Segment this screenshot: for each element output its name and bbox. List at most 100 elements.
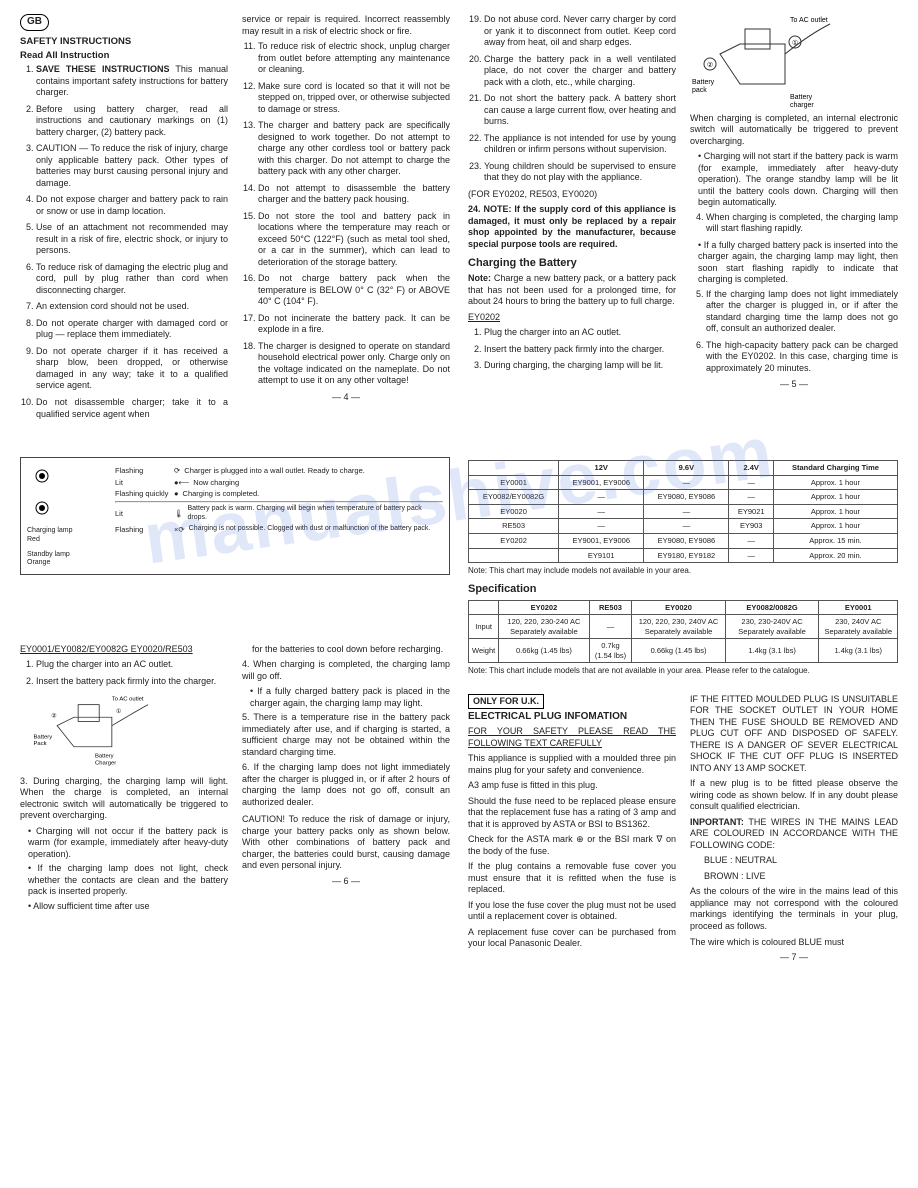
list-item: Do not short the battery pack. A battery… [484, 93, 676, 128]
dflash: Flashing [115, 466, 170, 476]
svg-text:Battery: Battery [95, 754, 114, 760]
list-item: To reduce risk of damaging the electric … [36, 262, 228, 297]
para: If the plug contains a removable fuse co… [468, 861, 676, 896]
cl: Charging lampRed [27, 527, 107, 545]
list-item: Plug the charger into an AC outlet. [36, 659, 228, 671]
p7-col2: IF THE FITTED MOULDED PLUG IS UNSUITABLE… [690, 694, 898, 964]
diag-right: Flashing ⟳ Charger is plugged into a wal… [115, 464, 443, 568]
p6c2-ul: If a fully charged battery pack is place… [242, 686, 450, 709]
page-num-4: — 4 — [242, 392, 450, 404]
charger-diagram2-icon: To AC outlet BatteryPack BatteryCharger … [20, 692, 170, 772]
list-item: Do not store the tool and battery pack i… [258, 211, 450, 269]
dlit: Lit [115, 478, 170, 488]
svg-text:Charger: Charger [95, 761, 116, 767]
p5-col1: Do not abuse cord. Never carry charger b… [468, 14, 676, 425]
p6c2-2: If a fully charged battery pack is place… [250, 686, 450, 709]
list-item: An extension cord should not be used. [36, 301, 228, 313]
spec-table: EY0202RE503EY0020EY0082/0082GEY0001Input… [468, 600, 898, 664]
p6-caution: CAUTION! To reduce the risk of damage or… [242, 814, 450, 872]
dd4: Battery pack is warm. Charging will begi… [188, 505, 444, 523]
para: This appliance is supplied with a moulde… [468, 753, 676, 776]
list-item: If the charging lamp does not light imme… [706, 289, 898, 335]
list-item: The high-capacity battery pack can be ch… [706, 340, 898, 375]
dd2: Now charging [193, 478, 239, 488]
para: A3 amp fuse is fitted in this plug. [468, 780, 676, 792]
p4-list1: SAVE THESE INSTRUCTIONS This manual cont… [20, 64, 228, 420]
list-item: Use of an attachment not recommended may… [36, 222, 228, 257]
list-item: Do not attempt to disassemble the batter… [258, 183, 450, 206]
list-item: Do not operate charger if it has receive… [36, 346, 228, 392]
list-item: During charging, the charging lamp will … [484, 360, 676, 372]
p6-diagram-wrap: Charging lampRed Standby lampOrange Flas… [20, 457, 450, 630]
list-item: If the charging lamp does not light, che… [28, 863, 228, 898]
svg-text:②: ② [51, 712, 56, 719]
p5-note24: 24. NOTE: If the supply cord of this app… [468, 204, 676, 250]
para: If a new plug is to be fitted please obs… [690, 778, 898, 813]
spec-heading: Specification [468, 582, 898, 596]
dlit2: Lit [115, 509, 170, 519]
para: If you lose the fuse cover the plug must… [468, 900, 676, 923]
list-item: Do not expose charger and battery pack t… [36, 194, 228, 217]
read-all: Read All Instruction [20, 50, 228, 62]
p6-steps: Plug the charger into an AC outlet.Inser… [20, 659, 228, 687]
page-4: GB SAFETY INSTRUCTIONS Read All Instruct… [20, 14, 450, 439]
p7-left-paras: This appliance is supplied with a moulde… [468, 753, 676, 950]
p7-note1: Note: This chart may include models not … [468, 566, 898, 576]
svg-text:charger: charger [790, 102, 814, 109]
list-item: Do not operate charger with damaged cord… [36, 318, 228, 341]
charger-diagram-icon: ② ① To AC outlet Batterypack Batterychar… [690, 14, 840, 109]
svg-text:②: ② [707, 61, 713, 69]
list-item: Insert the battery pack firmly into the … [484, 344, 676, 356]
page-6: Charging lampRed Standby lampOrange Flas… [20, 457, 450, 978]
para: IF THE FITTED MOULDED PLUG IS UNSUITABLE… [690, 694, 898, 775]
list-item: Do not incinerate the battery pack. It c… [258, 313, 450, 336]
p4-col2: service or repair is required. Incorrect… [242, 14, 450, 425]
list-item: Charging will not occur if the battery p… [28, 826, 228, 861]
dd1: Charger is plugged into a wall outlet. R… [184, 466, 365, 476]
important: INPORTANT: THE WIRES IN THE MAINS LEAD A… [690, 817, 898, 852]
p5-note: Note: Charge a new battery pack, or a ba… [468, 273, 676, 308]
p4-list2: To reduce risk of electric shock, unplug… [242, 41, 450, 387]
p7-right-paras: IF THE FITTED MOULDED PLUG IS UNSUITABLE… [690, 694, 898, 813]
list-item: To reduce risk of electric shock, unplug… [258, 41, 450, 76]
svg-text:Battery: Battery [692, 79, 715, 86]
page-5: Do not abuse cord. Never carry charger b… [468, 14, 898, 439]
list-item: Make sure cord is located so that it wil… [258, 81, 450, 116]
list-item: Allow sufficient time after use [28, 901, 228, 913]
p4-col1: GB SAFETY INSTRUCTIONS Read All Instruct… [20, 14, 228, 425]
list-item: Plug the charger into an AC outlet. [484, 327, 676, 339]
diag-left: Charging lampRed Standby lampOrange [27, 464, 107, 568]
uk-box: ONLY FOR U.K. [468, 694, 544, 710]
list-item: The charger and battery pack are specifi… [258, 120, 450, 178]
list-item: CAUTION — To reduce the risk of injury, … [36, 143, 228, 189]
p6c2-0: for the batteries to cool down before re… [242, 644, 450, 656]
list-item: SAVE THESE INSTRUCTIONS This manual cont… [36, 64, 228, 99]
page-grid: GB SAFETY INSTRUCTIONS Read All Instruct… [20, 14, 898, 978]
list-item: The appliance is not intended for use by… [484, 133, 676, 156]
lamp-icon [27, 464, 97, 524]
p6c2-4: 6. If the charging lamp does not light i… [242, 762, 450, 808]
p5-for: (FOR EY0202, RE503, EY0020) [468, 189, 676, 201]
p5-steps: Plug the charger into an AC outlet. Inser… [468, 327, 676, 372]
note-text: Charge a new battery pack, or a battery … [468, 273, 676, 306]
para: A replacement fuse cover can be purchase… [468, 927, 676, 950]
blue: BLUE : NEUTRAL [690, 855, 898, 867]
p5-ey: EY0202 [468, 312, 676, 324]
list-item: The charger is designed to operate on st… [258, 341, 450, 387]
p6c2-1: 4. When charging is completed, the charg… [242, 659, 450, 682]
p7-note2: Note: This chart include models that are… [468, 666, 898, 676]
tail: As the colours of the wire in the mains … [690, 886, 898, 932]
svg-text:①: ① [116, 708, 121, 715]
p6-col1: EY0001/EY0082/EY0082G EY0020/RE503 Plug … [20, 644, 228, 964]
svg-text:Pack: Pack [34, 741, 47, 747]
list-item: Charge the battery pack in a well ventil… [484, 54, 676, 89]
p7-tables: 12V9.6V2.4VStandard Charging TimeEY0001E… [468, 457, 898, 680]
p5-items: When charging is completed, the charging… [690, 212, 898, 235]
p6-p3-text: During charging, the charging lamp will … [20, 776, 228, 821]
safety-underline: FOR YOUR SAFETY PLEASE READ THE FOLLOWIN… [468, 726, 676, 749]
tail2: The wire which is coloured BLUE must [690, 937, 898, 949]
p5-list19: Do not abuse cord. Never carry charger b… [468, 14, 676, 184]
p6c2-3: 5. There is a temperature rise in the ba… [242, 712, 450, 758]
p6-col2: for the batteries to cool down before re… [242, 644, 450, 964]
note-label: Note: [468, 273, 491, 283]
